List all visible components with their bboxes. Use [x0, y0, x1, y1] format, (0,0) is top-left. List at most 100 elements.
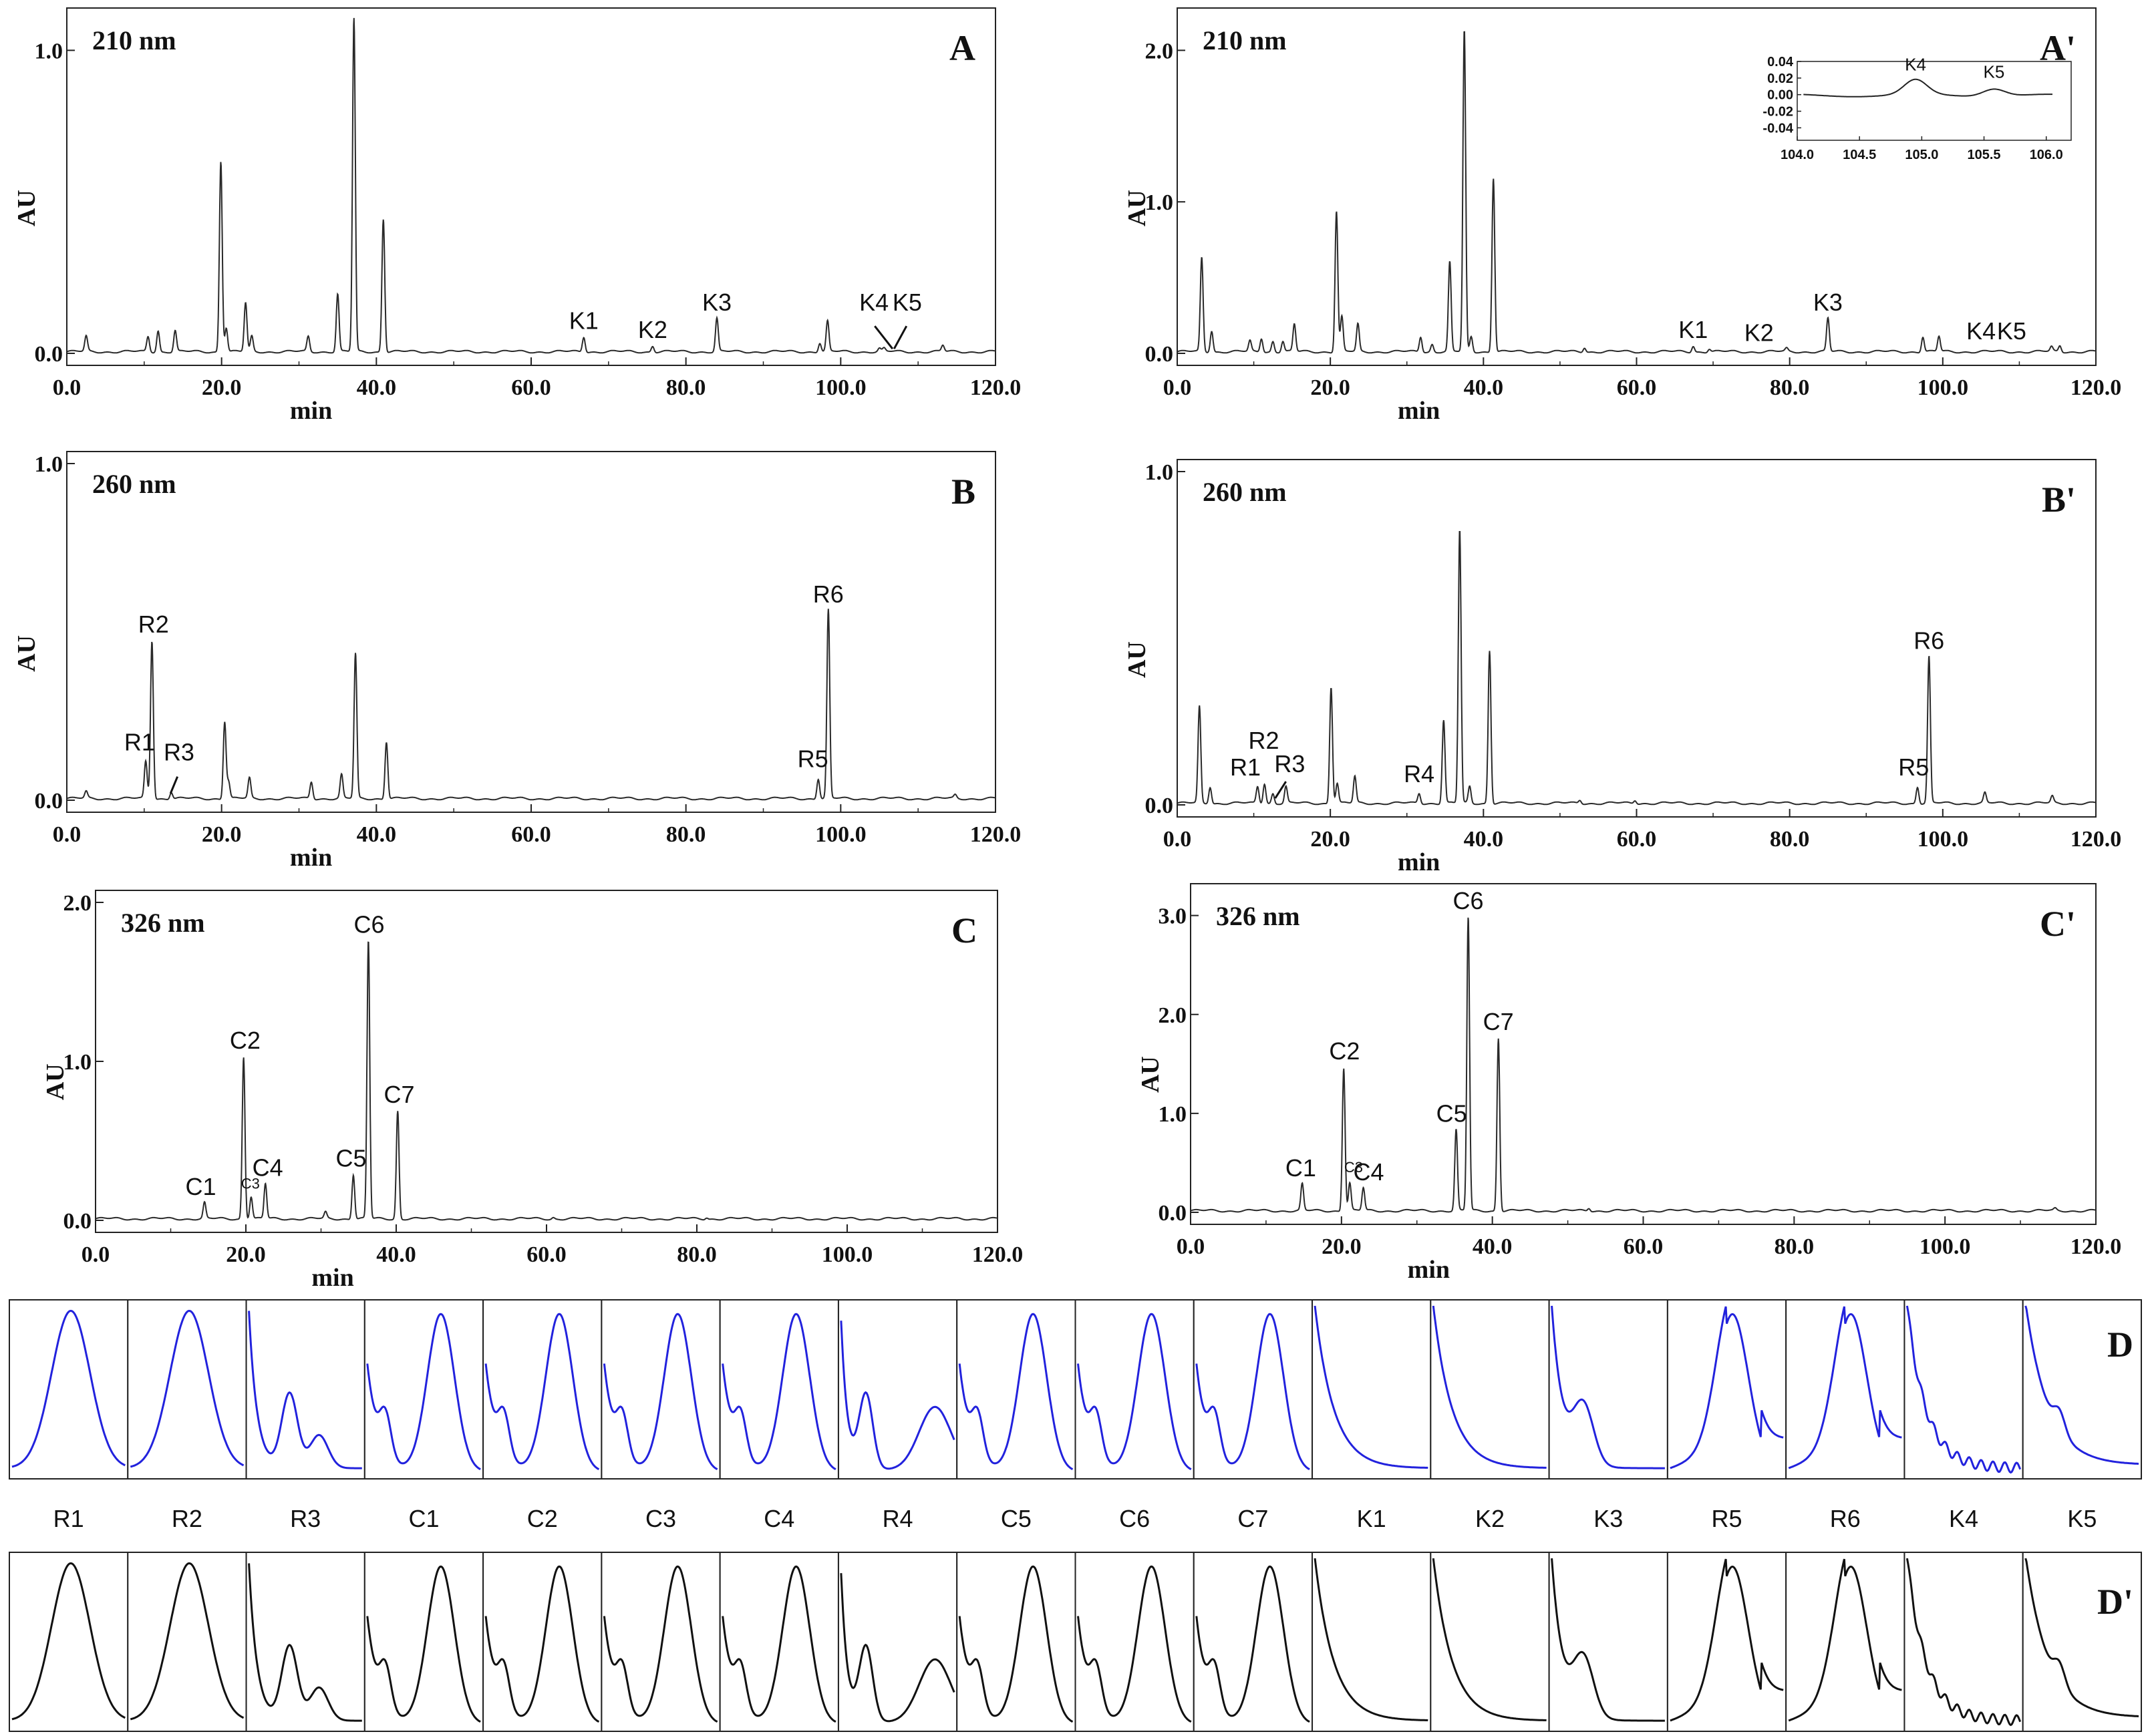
- peak-label-R2: R2: [138, 611, 169, 638]
- chromatogram-trace: [1177, 31, 2097, 354]
- spectrum-curve: [1551, 1305, 1665, 1469]
- x-tick-label: 100.0: [1919, 1234, 1971, 1259]
- peak-label-C7: C7: [383, 1081, 414, 1108]
- x-tick-label: 120.0: [970, 375, 1022, 400]
- spectrum-curve: [484, 1565, 600, 1723]
- spectrum-box: [9, 1299, 129, 1480]
- plot-frame: [66, 7, 996, 366]
- x-tick-label: 20.0: [226, 1242, 266, 1267]
- chromatogram-trace: [66, 609, 996, 801]
- peak-label-R5: R5: [798, 745, 828, 773]
- inset-x-tick-label: 106.0: [2030, 148, 2063, 162]
- uv-spectrum-R2: [127, 1299, 247, 1480]
- inset-x-tick-label: 105.5: [1968, 148, 2001, 162]
- spectrum-box: [956, 1299, 1076, 1480]
- spectrum-curve: [958, 1313, 1074, 1471]
- y-tick-label: 2.0: [1145, 39, 1174, 63]
- spectrum-label-K4: K4: [1949, 1505, 1978, 1532]
- inset-frame: [1797, 61, 2072, 141]
- spectrum-curve: [722, 1565, 836, 1723]
- x-tick-label: 60.0: [511, 822, 551, 847]
- peak-label-C6: C6: [353, 911, 384, 938]
- spectrum-box: [1430, 1552, 1550, 1732]
- peak-label-R2: R2: [1248, 727, 1279, 754]
- spectrum-box: [363, 1552, 484, 1732]
- spectrum-curve: [1195, 1565, 1310, 1723]
- spectrum-box: [1312, 1552, 1432, 1732]
- spectrum-box: [837, 1552, 958, 1732]
- spectrum-curve: [1195, 1313, 1310, 1471]
- x-tick-label: 20.0: [1322, 1234, 1362, 1259]
- peak-label-C5: C5: [1436, 1100, 1467, 1127]
- spectrum-label-R1: R1: [53, 1505, 84, 1532]
- x-tick-label: 60.0: [1624, 1234, 1664, 1259]
- x-tick-label: 20.0: [202, 375, 242, 400]
- uv-spectrum-C2: [482, 1552, 603, 1732]
- x-tick-label: 0.0: [82, 1242, 110, 1267]
- peak-label-R4: R4: [1404, 760, 1434, 788]
- uv-spectrum-C3: [601, 1299, 721, 1480]
- spectrum-box: [1193, 1299, 1314, 1480]
- chromatogram-trace: [95, 941, 998, 1221]
- x-tick-label: 120.0: [2070, 1234, 2122, 1259]
- uv-spectrum-R3: [245, 1552, 365, 1732]
- y-axis-label: AU: [1123, 641, 1151, 678]
- x-axis-label: min: [1408, 1256, 1450, 1284]
- y-tick-label: 1.0: [1145, 190, 1174, 215]
- uv-spectrum-C4: [719, 1299, 839, 1480]
- inset-peak-label-K5: K5: [1984, 62, 2005, 82]
- y-axis-label: AU: [1136, 1056, 1165, 1093]
- spectrum-curve: [603, 1313, 718, 1471]
- spectrum-box: [601, 1299, 721, 1480]
- uv-spectrum-K2: [1430, 1552, 1550, 1732]
- x-tick-label: 40.0: [1473, 1234, 1513, 1259]
- spectrum-label-C1: C1: [408, 1505, 439, 1532]
- spectrum-box: [719, 1299, 839, 1480]
- spectrum-curve: [366, 1313, 481, 1471]
- x-tick-label: 0.0: [1163, 827, 1192, 852]
- spectrum-box: [1785, 1299, 1905, 1480]
- peak-label-C1: C1: [1285, 1154, 1316, 1182]
- uv-spectrum-K5: [2022, 1299, 2142, 1480]
- spectrum-label-C4: C4: [764, 1505, 794, 1532]
- spectrum-box: [1903, 1299, 2024, 1480]
- uv-spectrum-R4: [837, 1299, 958, 1480]
- spectrum-box: [1074, 1299, 1195, 1480]
- uv-spectrum-C5: [956, 1299, 1076, 1480]
- spectrum-curve: [11, 1562, 126, 1721]
- y-tick-label: 0.0: [1159, 1201, 1187, 1226]
- uv-spectrum-K3: [1548, 1299, 1668, 1480]
- peak-label-R1: R1: [1230, 753, 1261, 781]
- y-tick-label: 0.0: [35, 789, 63, 814]
- y-axis-label: AU: [13, 190, 41, 226]
- spectrum-curve: [366, 1565, 481, 1723]
- spectrum-box: [601, 1552, 721, 1732]
- inset-y-tick-label: 0.00: [1767, 88, 1793, 103]
- inset-y-tick-label: 0.02: [1767, 71, 1793, 86]
- spectrum-box: [127, 1299, 247, 1480]
- peak-label-K2: K2: [1744, 319, 1774, 346]
- spectrum-curve: [1670, 1306, 1784, 1469]
- uv-spectrum-C1: [363, 1552, 484, 1732]
- x-tick-label: 80.0: [677, 1242, 717, 1267]
- peak-label-K1: K1: [1678, 316, 1708, 343]
- arrow-K4: [874, 325, 894, 350]
- spectrum-box: [245, 1299, 365, 1480]
- peak-label-K2: K2: [638, 316, 667, 343]
- uv-spectrum-K4: [1903, 1552, 2024, 1732]
- peak-label-C1: C1: [185, 1173, 216, 1200]
- peak-label-R5: R5: [1898, 753, 1929, 781]
- y-axis-label: AU: [13, 635, 41, 672]
- plot-frame: [1190, 883, 2097, 1225]
- y-tick-label: 1.0: [35, 39, 63, 63]
- y-tick-label: 0.0: [35, 342, 63, 367]
- spectrum-curve: [484, 1313, 600, 1471]
- x-tick-label: 120.0: [2070, 827, 2122, 852]
- uv-spectrum-C2: [482, 1299, 603, 1480]
- x-tick-label: 20.0: [202, 822, 242, 847]
- uv-spectrum-R4: [837, 1552, 958, 1732]
- x-tick-label: 120.0: [972, 1242, 1024, 1267]
- x-tick-label: 120.0: [970, 822, 1022, 847]
- x-tick-label: 60.0: [1617, 375, 1657, 400]
- spectrum-label-K3: K3: [1593, 1505, 1623, 1532]
